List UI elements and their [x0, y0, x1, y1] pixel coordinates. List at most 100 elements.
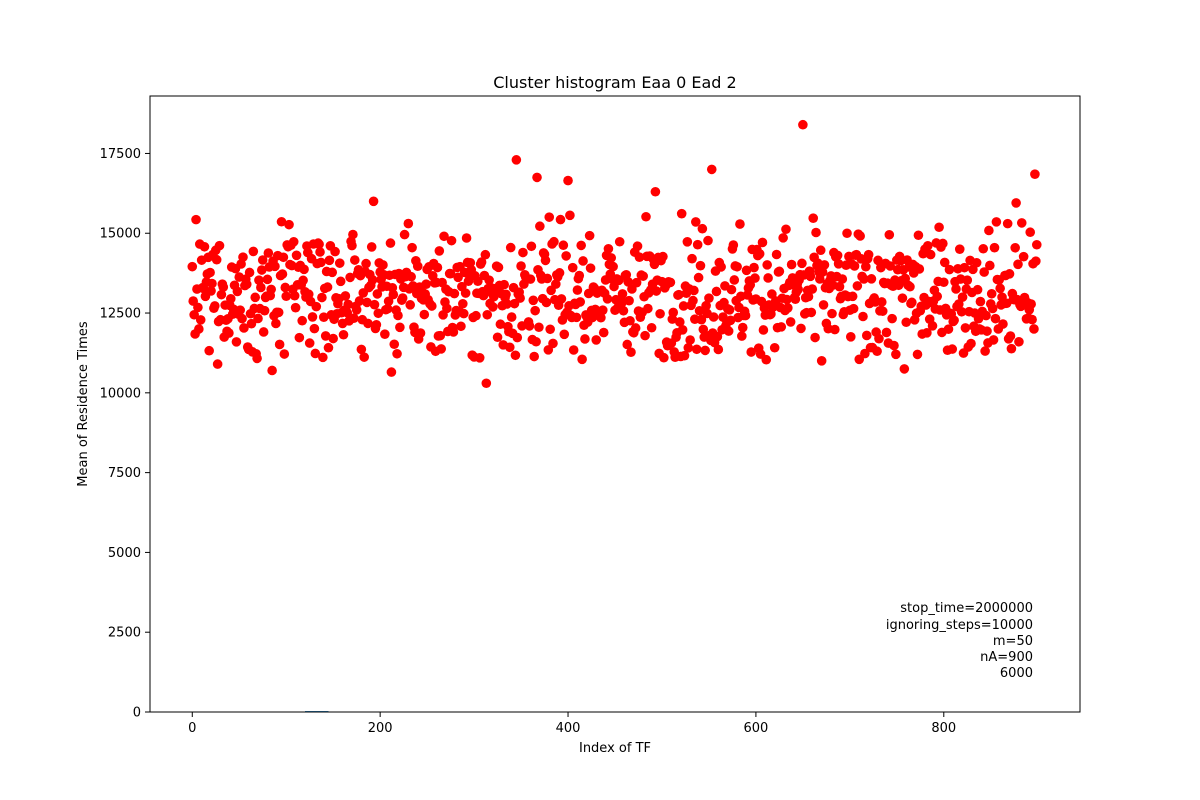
scatter-point — [343, 299, 354, 310]
scatter-point — [574, 270, 585, 281]
scatter-point — [456, 321, 466, 332]
scatter-point — [618, 305, 629, 316]
scatter-point — [484, 275, 494, 285]
scatter-point — [655, 308, 665, 319]
scatter-point — [320, 331, 331, 341]
scatter-point — [378, 260, 388, 270]
x-axis-ticks: 0 200 400 600 800 — [188, 712, 956, 736]
scatter-point — [797, 258, 807, 269]
scatter-point — [816, 356, 827, 366]
scatter-point — [806, 307, 817, 318]
x-tick-label: 400 — [556, 721, 581, 736]
scatter-point — [706, 164, 717, 175]
scatter-point — [270, 261, 280, 272]
scatter-point — [881, 327, 892, 338]
scatter-point — [885, 261, 896, 271]
scatter-point — [577, 354, 587, 365]
scatter-point — [598, 327, 609, 338]
scatter-point — [371, 319, 382, 330]
scatter-point — [726, 284, 737, 295]
scatter-point — [827, 308, 837, 319]
scatter-point — [554, 268, 565, 278]
scatter-point — [314, 239, 324, 250]
scatter-point — [559, 329, 570, 340]
scatter-point — [796, 323, 806, 334]
scatter-point — [790, 294, 801, 305]
scatter-point — [515, 293, 525, 303]
scatter-point — [366, 242, 377, 252]
scatter-point — [728, 240, 739, 250]
scatter-point — [1018, 251, 1029, 262]
scatter-point — [818, 300, 829, 310]
scatter-point — [925, 249, 936, 260]
scatter-point — [939, 257, 950, 268]
scatter-point — [542, 273, 553, 284]
scatter-point — [458, 308, 469, 319]
scatter-point — [1013, 259, 1023, 270]
plot-area-frame — [149, 95, 1081, 713]
scatter-point — [267, 365, 277, 376]
scatter-point — [254, 275, 264, 286]
scatter-point — [762, 260, 772, 270]
scatter-point — [232, 286, 243, 297]
scatter-point — [572, 285, 583, 295]
scatter-point — [991, 217, 1002, 227]
scatter-point — [923, 241, 933, 251]
scatter-point — [338, 329, 349, 340]
scatter-point — [741, 265, 752, 276]
scatter-point — [716, 262, 726, 272]
scatter-point — [616, 298, 627, 308]
scatter-point — [897, 293, 908, 303]
scatter-point — [385, 238, 396, 248]
scatter-point — [556, 294, 567, 304]
scatter-point — [987, 303, 998, 314]
scatter-point — [575, 297, 586, 307]
scatter-point — [453, 272, 463, 283]
scatter-point — [781, 224, 791, 235]
scatter-point — [959, 262, 970, 273]
scatter-point — [578, 256, 588, 266]
scatter-point — [778, 233, 788, 243]
scatter-point — [191, 214, 201, 225]
scatter-point — [256, 265, 267, 275]
scatter-point — [973, 313, 984, 324]
scatter-point — [808, 213, 819, 223]
scatter-point — [284, 219, 294, 230]
scatter-point — [811, 227, 821, 238]
scatter-point — [318, 352, 328, 363]
scatter-point — [602, 294, 613, 304]
scatter-point — [237, 313, 247, 324]
scatter-point — [380, 329, 390, 339]
scatter-point — [737, 322, 748, 333]
scatter-point — [1005, 331, 1016, 341]
scatter-point — [187, 261, 198, 272]
scatter-point — [214, 240, 225, 251]
scatter-point — [330, 246, 340, 257]
scatter-point — [534, 322, 544, 333]
scatter-point — [690, 217, 701, 227]
scatter-point — [750, 273, 760, 283]
scatter-point — [309, 323, 320, 334]
scatter-point — [978, 243, 989, 254]
scatter-point — [643, 303, 653, 314]
scatter-point — [481, 378, 492, 389]
scatter-point — [278, 252, 289, 263]
scatter-point — [492, 332, 503, 343]
scatter-point — [499, 279, 509, 290]
scatter-point — [876, 297, 887, 307]
scatter-point — [288, 236, 299, 247]
scatter-point — [907, 297, 917, 308]
scatter-point — [986, 288, 997, 299]
scatter-point — [532, 172, 542, 183]
scatter-point — [870, 297, 881, 307]
scatter-point — [555, 214, 566, 225]
scatter-point — [725, 315, 736, 326]
scatter-point — [981, 310, 991, 321]
scatter-point — [324, 255, 335, 266]
scatter-point — [359, 352, 369, 362]
scatter-point — [758, 325, 769, 335]
scatter-point — [805, 271, 816, 282]
scatter-point — [290, 302, 301, 313]
scatter-point — [613, 275, 624, 286]
scatter-point — [493, 262, 504, 273]
